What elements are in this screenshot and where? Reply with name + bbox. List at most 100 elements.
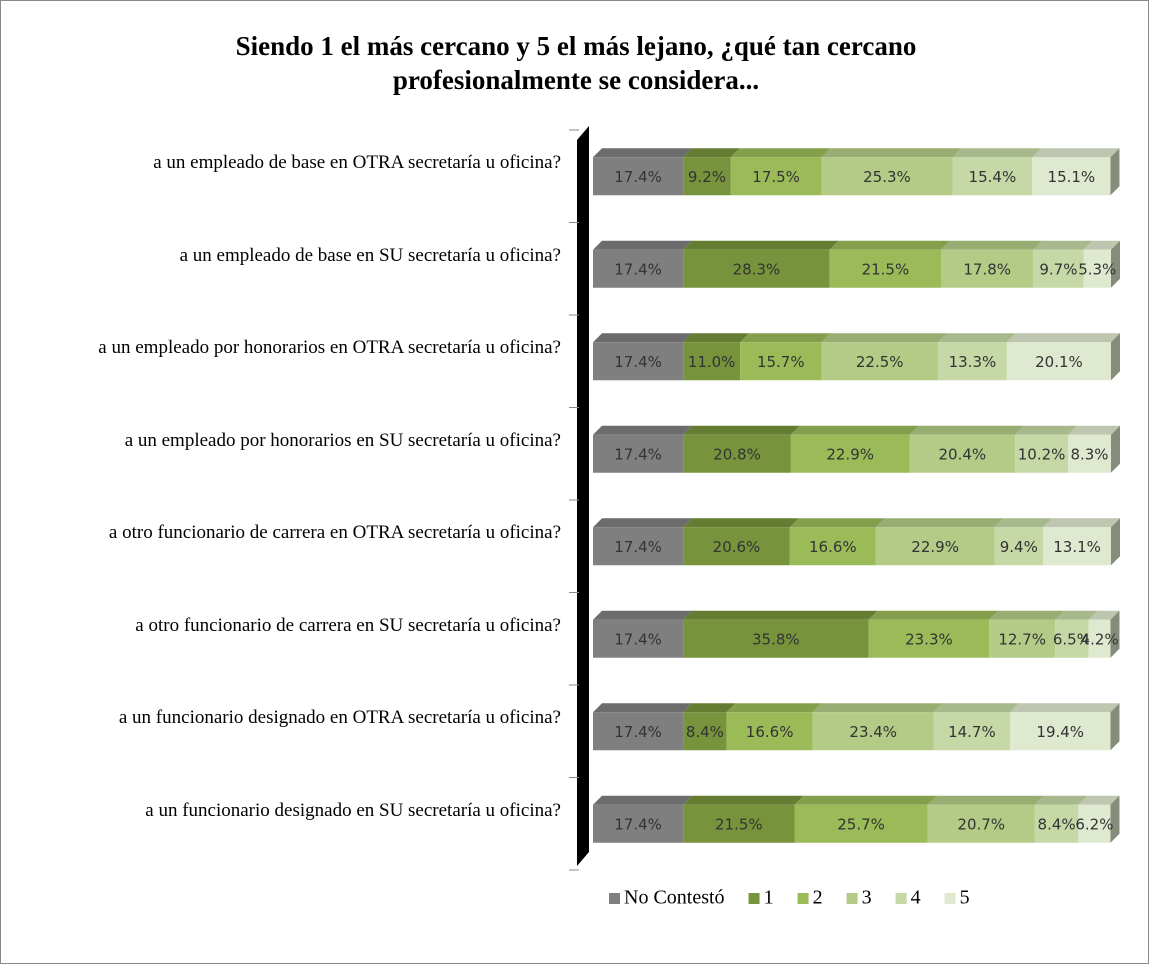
chart-title: Siendo 1 el más cercano y 5 el más lejan… — [235, 31, 917, 95]
value-label: 21.5% — [862, 260, 910, 278]
bar — [683, 527, 790, 566]
bar-top — [683, 148, 740, 158]
bar-top — [593, 240, 693, 250]
value-label: 25.7% — [837, 815, 885, 833]
bar-top — [927, 795, 1044, 805]
bar-top — [1055, 610, 1098, 620]
value-label: 20.6% — [713, 538, 761, 556]
bar — [593, 249, 684, 288]
bar — [1015, 434, 1069, 473]
bar — [593, 619, 684, 658]
value-label: 13.3% — [949, 353, 997, 371]
bar — [593, 804, 684, 843]
bar — [952, 157, 1033, 196]
value-label: 17.8% — [963, 260, 1011, 278]
bar-top — [740, 333, 831, 343]
value-label: 17.4% — [614, 445, 662, 463]
value-label: 17.4% — [614, 630, 662, 648]
value-label: 17.4% — [614, 538, 662, 556]
value-label: 20.4% — [939, 445, 987, 463]
bar — [1078, 804, 1111, 843]
bar — [821, 342, 938, 381]
value-label: 17.4% — [614, 723, 662, 741]
bar-top — [730, 148, 831, 158]
category-label: a un funcionario designado en OTRA secre… — [118, 707, 561, 729]
legend-label: 2 — [813, 887, 823, 909]
bar-top — [829, 240, 951, 250]
bar-top — [593, 703, 693, 713]
value-label: 8.4% — [1038, 815, 1076, 833]
value-label: 20.8% — [713, 445, 761, 463]
bar-top — [726, 703, 822, 713]
bar-top — [875, 518, 1004, 528]
bar-top — [868, 610, 999, 620]
category-label: a un empleado de base en OTRA secretaría… — [153, 152, 561, 174]
bar — [941, 249, 1034, 288]
bar-side — [1110, 148, 1120, 196]
bar — [790, 434, 910, 473]
bar — [989, 619, 1056, 658]
bar-side — [1110, 703, 1120, 751]
value-label: 16.6% — [809, 538, 857, 556]
value-label: 21.5% — [715, 815, 763, 833]
bar — [927, 804, 1035, 843]
bar-top — [1088, 610, 1120, 620]
value-label: 25.3% — [863, 168, 911, 186]
bar-top — [1043, 518, 1120, 528]
bar — [909, 434, 1016, 473]
bar-top — [941, 240, 1043, 250]
value-label: 17.4% — [614, 353, 662, 371]
bar — [593, 434, 684, 473]
bar — [933, 712, 1010, 751]
bar-top — [1032, 148, 1120, 158]
bar-top — [994, 518, 1053, 528]
value-label: 14.7% — [948, 723, 996, 741]
bar — [593, 712, 684, 751]
bar — [829, 249, 942, 288]
bar-top — [1033, 240, 1093, 250]
value-label: 12.7% — [998, 630, 1046, 648]
value-label: 22.9% — [826, 445, 874, 463]
bar-top — [683, 240, 839, 250]
value-label: 10.2% — [1018, 445, 1066, 463]
value-label: 17.4% — [614, 168, 662, 186]
bar-side — [1111, 425, 1120, 473]
bar — [875, 527, 995, 566]
category-label: a un empleado de base en SU secretaría u… — [179, 244, 561, 266]
value-label: 28.3% — [733, 260, 781, 278]
bar-top — [1006, 333, 1120, 343]
bar-top — [909, 425, 1025, 435]
value-label: 16.6% — [746, 723, 794, 741]
bar-side — [1110, 610, 1120, 658]
value-label: 9.2% — [688, 168, 726, 186]
bar-top — [683, 333, 750, 343]
bar-top — [593, 518, 693, 528]
bar — [1009, 712, 1111, 751]
bar-top — [683, 518, 799, 528]
value-label: 22.9% — [911, 538, 959, 556]
bar — [812, 712, 934, 751]
bar-top — [1015, 425, 1078, 435]
legend-swatch — [797, 893, 809, 904]
bar — [868, 619, 990, 658]
bar — [726, 712, 813, 751]
bar-top — [683, 425, 800, 435]
value-label: 23.4% — [849, 723, 897, 741]
bar — [683, 712, 727, 751]
bar-top — [593, 610, 693, 620]
bar-top — [683, 610, 878, 620]
bar-top — [593, 425, 693, 435]
bar-top — [683, 703, 736, 713]
bar-side — [1111, 333, 1120, 381]
bar — [1033, 249, 1084, 288]
value-label: 17.5% — [752, 168, 800, 186]
value-label: 22.5% — [856, 353, 904, 371]
bar — [937, 342, 1007, 381]
value-label: 6.5% — [1053, 630, 1091, 648]
bar-top — [937, 333, 1016, 343]
bar — [1006, 342, 1111, 381]
value-label: 13.1% — [1053, 538, 1101, 556]
bar — [1083, 249, 1111, 288]
value-label: 8.4% — [686, 723, 724, 741]
